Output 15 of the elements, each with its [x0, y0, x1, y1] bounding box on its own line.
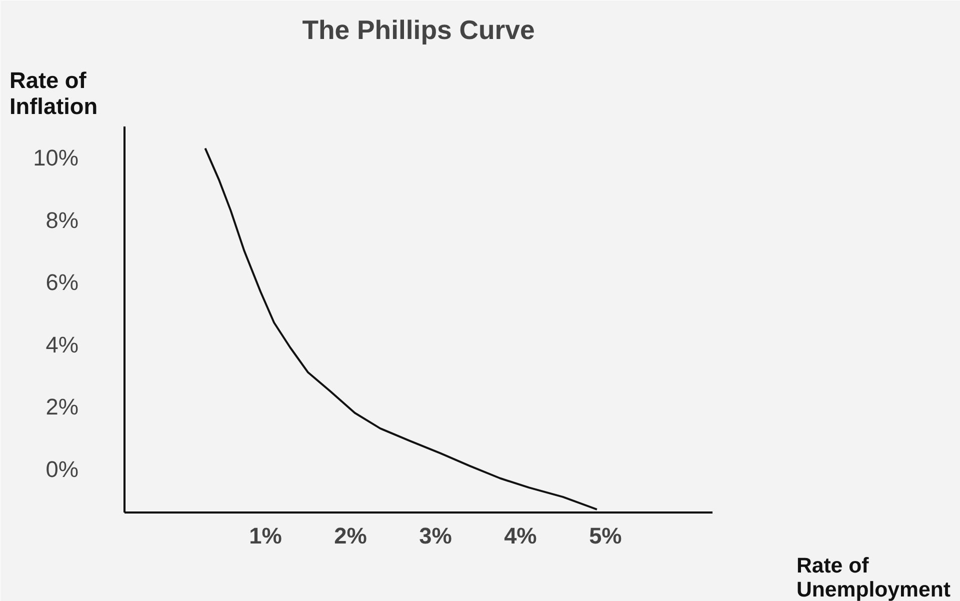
line-series [204, 147, 598, 510]
x-tick-label: 1% [249, 522, 282, 548]
y-axis-title: Rate of Inflation [10, 67, 98, 119]
x-axis-title: Rate of Unemployment [796, 554, 951, 601]
y-tick-label: 6% [46, 269, 79, 296]
x-tick-label: 5% [589, 522, 622, 548]
x-tick-label: 3% [419, 522, 452, 548]
y-tick-label: 8% [46, 206, 79, 233]
y-tick-label: 4% [46, 331, 79, 358]
y-tick-label: 10% [33, 144, 79, 171]
chart-title: The Phillips Curve [302, 15, 535, 45]
x-tick-label: 4% [504, 522, 537, 548]
y-tick-label: 0% [46, 456, 79, 482]
y-tick-label: 2% [46, 394, 79, 420]
x-tick-label: 2% [334, 522, 367, 548]
